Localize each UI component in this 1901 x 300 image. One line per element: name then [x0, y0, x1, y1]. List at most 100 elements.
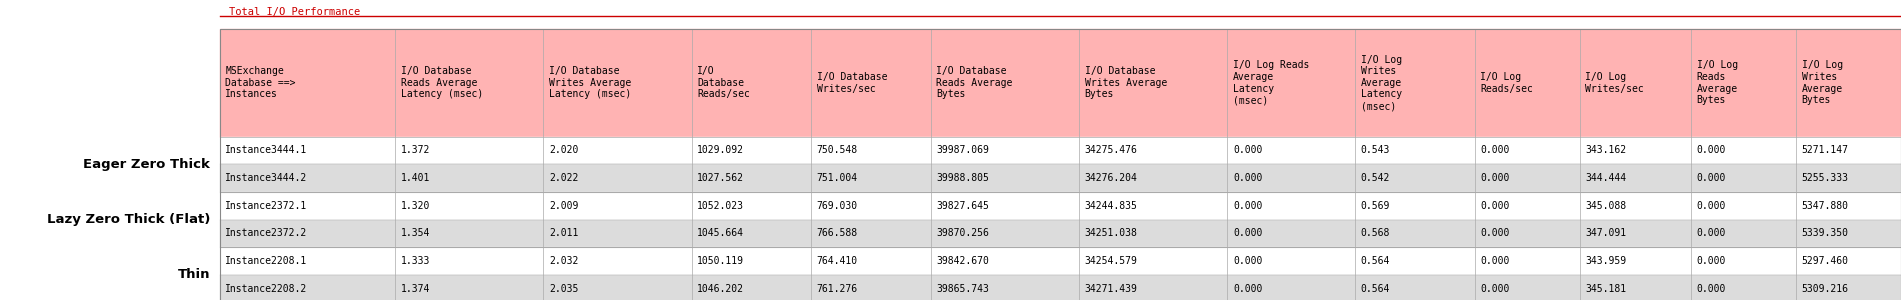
Text: I/O Log
Writes
Average
Bytes: I/O Log Writes Average Bytes: [1802, 61, 1842, 105]
Text: 2.022: 2.022: [549, 173, 578, 183]
Text: 34271.439: 34271.439: [1085, 284, 1137, 294]
Text: 2.035: 2.035: [549, 284, 578, 294]
Text: MSExchange
Database ==>
Instances: MSExchange Database ==> Instances: [226, 66, 297, 100]
Text: 0.000: 0.000: [1481, 173, 1509, 183]
Text: 0.000: 0.000: [1696, 146, 1726, 155]
Text: 1027.562: 1027.562: [698, 173, 745, 183]
Text: 0.000: 0.000: [1696, 256, 1726, 266]
Text: 0.564: 0.564: [1361, 284, 1390, 294]
Text: 1045.664: 1045.664: [698, 228, 745, 238]
Text: 344.444: 344.444: [1585, 173, 1627, 183]
Text: 0.000: 0.000: [1696, 201, 1726, 211]
Text: 5271.147: 5271.147: [1802, 146, 1848, 155]
Text: 0.569: 0.569: [1361, 201, 1390, 211]
Text: 1052.023: 1052.023: [698, 201, 745, 211]
Text: 5309.216: 5309.216: [1802, 284, 1848, 294]
Text: 34244.835: 34244.835: [1085, 201, 1137, 211]
Text: 2.011: 2.011: [549, 228, 578, 238]
Text: 0.000: 0.000: [1696, 173, 1726, 183]
Text: 0.000: 0.000: [1234, 256, 1262, 266]
Text: 751.004: 751.004: [817, 173, 857, 183]
Text: Instance3444.1: Instance3444.1: [226, 146, 308, 155]
Text: I/O Database
Reads Average
Latency (msec): I/O Database Reads Average Latency (msec…: [401, 66, 483, 100]
Text: I/O Database
Writes Average
Bytes: I/O Database Writes Average Bytes: [1085, 66, 1167, 100]
Text: 1050.119: 1050.119: [698, 256, 745, 266]
Text: 0.564: 0.564: [1361, 256, 1390, 266]
Text: Thin: Thin: [179, 268, 211, 281]
Text: 0.000: 0.000: [1696, 284, 1726, 294]
Bar: [221, 29, 1901, 300]
Text: I/O Database
Writes/sec: I/O Database Writes/sec: [817, 72, 888, 94]
Text: Instance2372.2: Instance2372.2: [226, 228, 308, 238]
Text: 750.548: 750.548: [817, 146, 857, 155]
Bar: [221, 192, 1901, 220]
Text: I/O Log
Writes/sec: I/O Log Writes/sec: [1585, 72, 1644, 94]
Text: 39870.256: 39870.256: [937, 228, 989, 238]
Text: 1029.092: 1029.092: [698, 146, 745, 155]
Text: 0.542: 0.542: [1361, 173, 1390, 183]
Text: 34251.038: 34251.038: [1085, 228, 1137, 238]
Bar: [221, 247, 1901, 275]
Text: 39987.069: 39987.069: [937, 146, 989, 155]
Text: 5347.880: 5347.880: [1802, 201, 1848, 211]
Text: Eager Zero Thick: Eager Zero Thick: [84, 158, 211, 171]
Text: I/O Database
Writes Average
Latency (msec): I/O Database Writes Average Latency (mse…: [549, 66, 631, 100]
Text: 34275.476: 34275.476: [1085, 146, 1137, 155]
Text: I/O
Database
Reads/sec: I/O Database Reads/sec: [698, 66, 751, 100]
Text: 2.009: 2.009: [549, 201, 578, 211]
Text: 0.000: 0.000: [1234, 201, 1262, 211]
Text: 0.000: 0.000: [1481, 146, 1509, 155]
Text: 1.372: 1.372: [401, 146, 430, 155]
Text: 0.568: 0.568: [1361, 228, 1390, 238]
Text: Instance2372.1: Instance2372.1: [226, 201, 308, 211]
Text: 343.959: 343.959: [1585, 256, 1627, 266]
Text: 345.088: 345.088: [1585, 201, 1627, 211]
Text: I/O Database
Reads Average
Bytes: I/O Database Reads Average Bytes: [937, 66, 1013, 100]
Text: 0.000: 0.000: [1234, 146, 1262, 155]
Text: 39865.743: 39865.743: [937, 284, 989, 294]
Text: 0.000: 0.000: [1481, 228, 1509, 238]
Text: 5339.350: 5339.350: [1802, 228, 1848, 238]
Text: 0.000: 0.000: [1234, 228, 1262, 238]
Text: 347.091: 347.091: [1585, 228, 1627, 238]
Text: 5297.460: 5297.460: [1802, 256, 1848, 266]
Text: 5255.333: 5255.333: [1802, 173, 1848, 183]
Text: I/O Log
Reads
Average
Bytes: I/O Log Reads Average Bytes: [1696, 61, 1738, 105]
Bar: [221, 164, 1901, 192]
Text: 0.543: 0.543: [1361, 146, 1390, 155]
Text: Lazy Zero Thick (Flat): Lazy Zero Thick (Flat): [48, 213, 211, 226]
Text: 0.000: 0.000: [1696, 228, 1726, 238]
Text: 1.354: 1.354: [401, 228, 430, 238]
Text: 345.181: 345.181: [1585, 284, 1627, 294]
Text: I/O Log Reads
Average
Latency
(msec): I/O Log Reads Average Latency (msec): [1234, 61, 1310, 105]
Bar: [221, 29, 1901, 137]
Text: I/O Log
Reads/sec: I/O Log Reads/sec: [1481, 72, 1532, 94]
Text: Instance3444.2: Instance3444.2: [226, 173, 308, 183]
Text: 1046.202: 1046.202: [698, 284, 745, 294]
Text: Instance2208.2: Instance2208.2: [226, 284, 308, 294]
Text: 0.000: 0.000: [1481, 284, 1509, 294]
Text: 39988.805: 39988.805: [937, 173, 989, 183]
Text: 0.000: 0.000: [1234, 284, 1262, 294]
Bar: [221, 275, 1901, 300]
Text: 1.401: 1.401: [401, 173, 430, 183]
Text: 766.588: 766.588: [817, 228, 857, 238]
Text: 1.374: 1.374: [401, 284, 430, 294]
Text: 2.032: 2.032: [549, 256, 578, 266]
Text: 761.276: 761.276: [817, 284, 857, 294]
Text: 34276.204: 34276.204: [1085, 173, 1137, 183]
Text: Instance2208.1: Instance2208.1: [226, 256, 308, 266]
Bar: [221, 220, 1901, 247]
Text: 34254.579: 34254.579: [1085, 256, 1137, 266]
Text: 764.410: 764.410: [817, 256, 857, 266]
Text: 0.000: 0.000: [1234, 173, 1262, 183]
Text: 39827.645: 39827.645: [937, 201, 989, 211]
Text: 0.000: 0.000: [1481, 256, 1509, 266]
Text: I/O Log
Writes
Average
Latency
(msec): I/O Log Writes Average Latency (msec): [1361, 55, 1401, 111]
Text: 343.162: 343.162: [1585, 146, 1627, 155]
Text: 1.320: 1.320: [401, 201, 430, 211]
Bar: [221, 137, 1901, 164]
Text: 39842.670: 39842.670: [937, 256, 989, 266]
Text: 0.000: 0.000: [1481, 201, 1509, 211]
Text: 769.030: 769.030: [817, 201, 857, 211]
